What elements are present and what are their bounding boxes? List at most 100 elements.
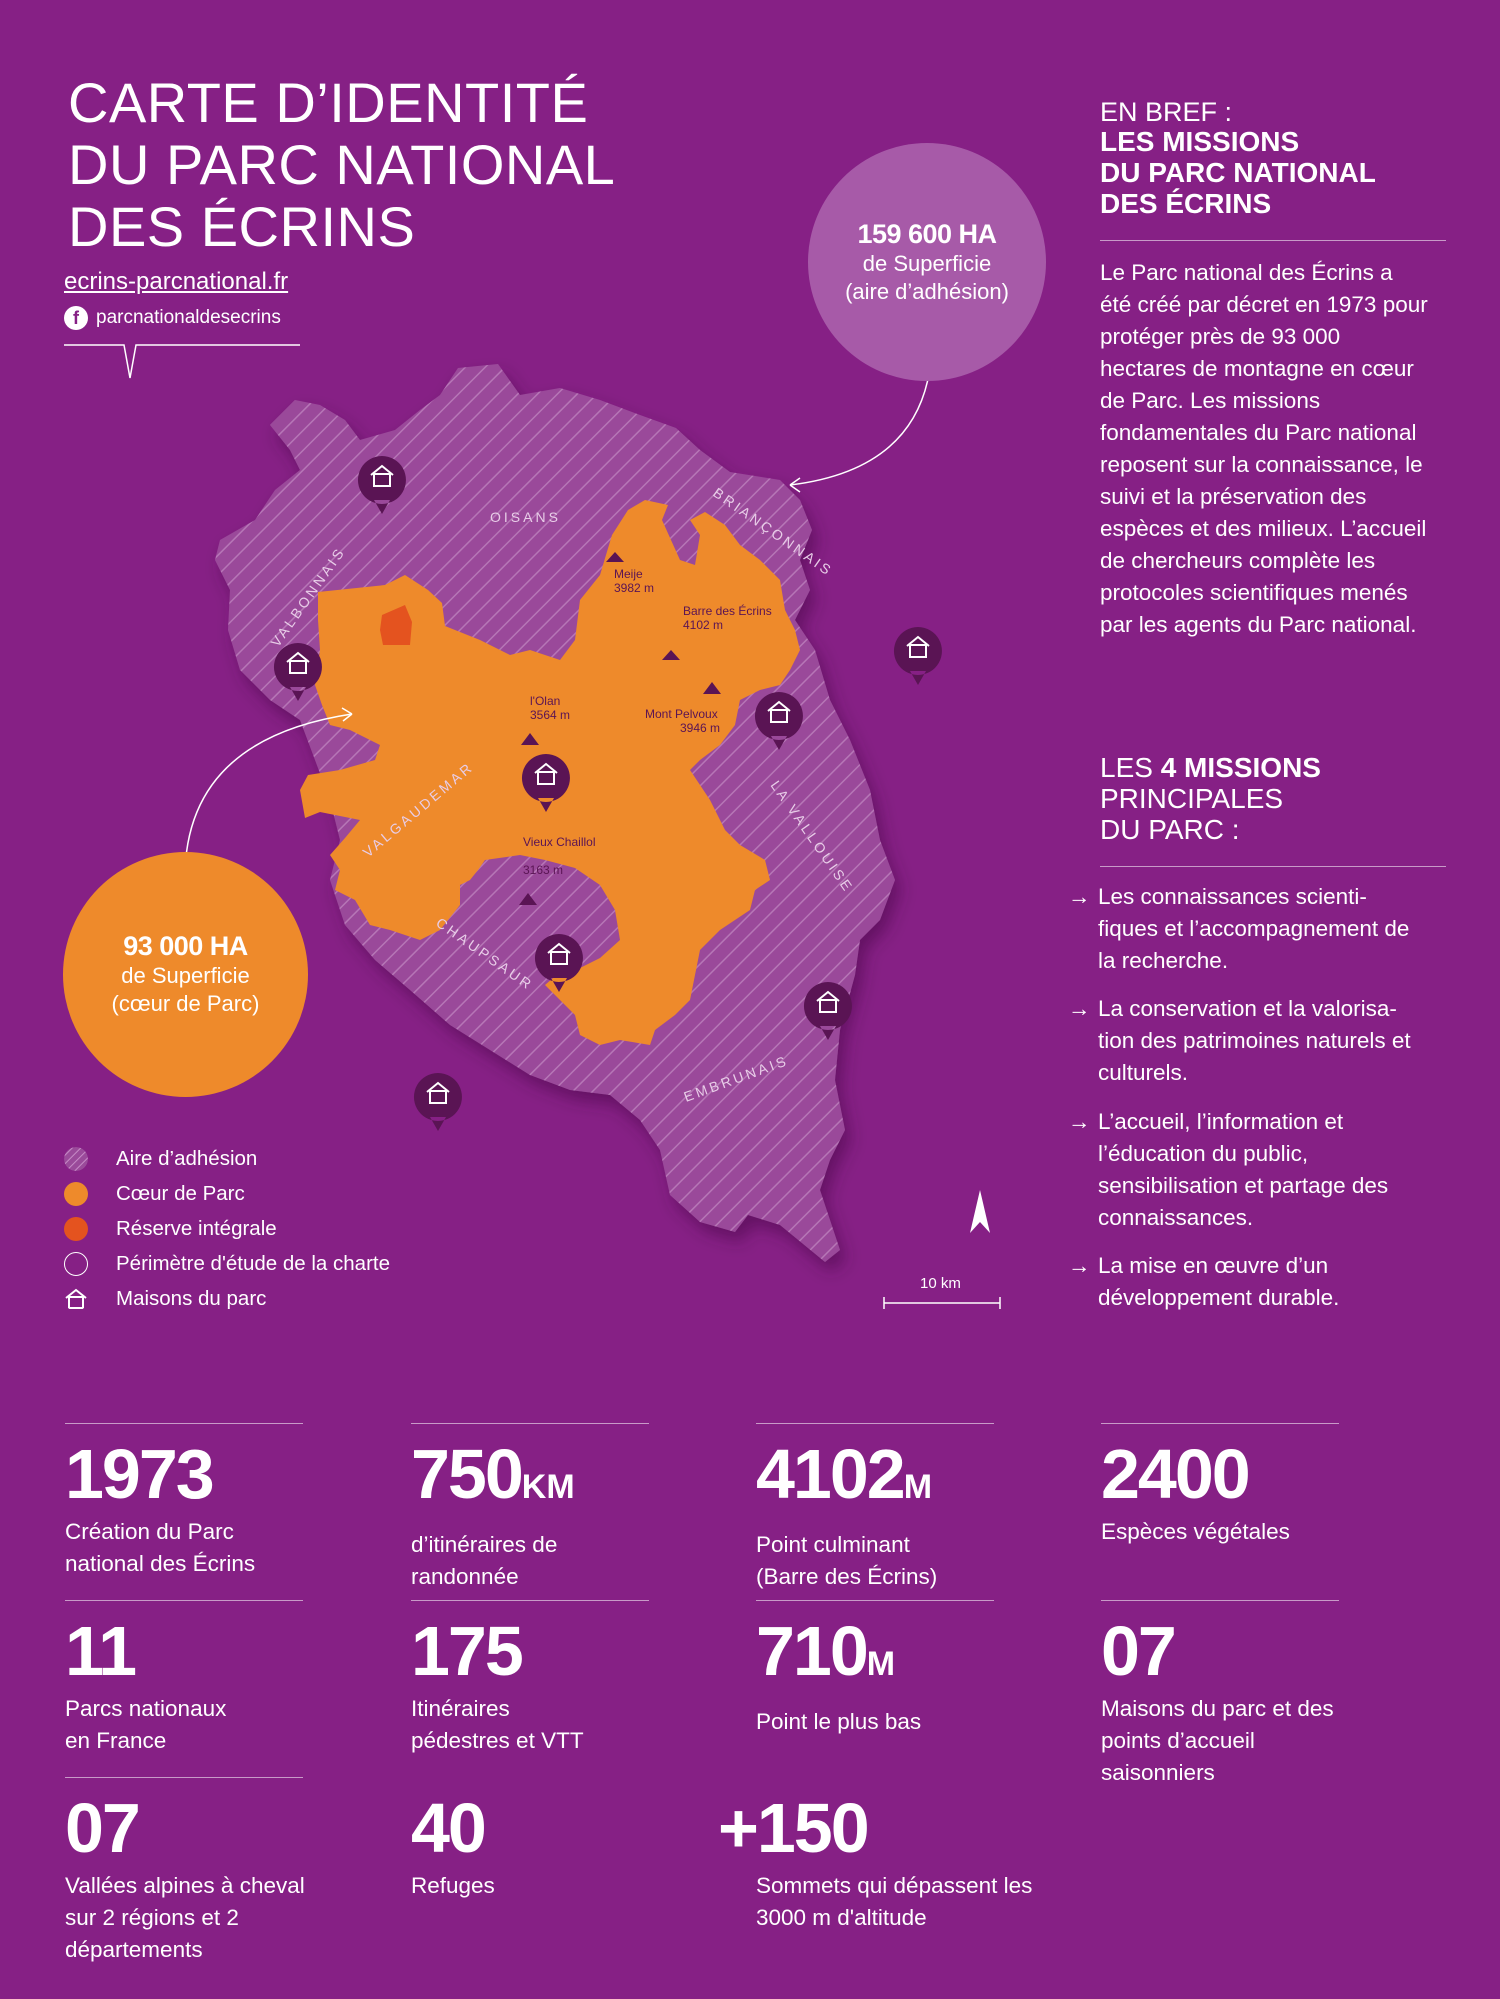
house-pin-icon (273, 643, 322, 701)
legend-adhesion: Aire d’adhésion (64, 1147, 257, 1171)
house-pin-icon (534, 934, 583, 992)
stat-number: 750 (411, 1435, 524, 1513)
mission-item: → La conservation et la valorisa-tion de… (1068, 993, 1426, 1089)
missions-heading: LES 4 MISSIONS PRINCIPALES DU PARC : (1100, 752, 1448, 845)
peak-meije-name: Meije (614, 567, 643, 581)
legend-perimetre: Périmètre d'étude de la charte (64, 1252, 390, 1276)
peak-olan-name: l'Olan (530, 694, 560, 708)
north-arrow-icon (970, 1190, 990, 1233)
website-link[interactable]: ecrins-parcnational.fr (64, 268, 289, 295)
stat-pedestres: 175 Itinéraires pédestres et VTT (411, 1600, 651, 1757)
hatch-swatch-icon (64, 1147, 88, 1171)
coeur-line2: (cœur de Parc) (111, 991, 260, 1016)
legend-label: Réserve intégrale (116, 1217, 277, 1240)
stat-number: 175 (411, 1612, 524, 1690)
stat-label: d’itinéraires de randonnée (411, 1532, 558, 1589)
legend-reserve: Réserve intégrale (64, 1217, 277, 1241)
stat-label: Parcs nationaux en France (65, 1696, 227, 1753)
adhesion-bubble: 159 600 HA de Superficie (aire d’adhésio… (808, 143, 1046, 381)
coeur-line1: de Superficie (121, 963, 250, 988)
arrow-right-icon: → (1068, 996, 1091, 1021)
peak-pelvoux-alt: 3946 m (680, 721, 720, 735)
mission-item: → L’accueil, l’information et l’éducatio… (1068, 1106, 1400, 1234)
peak-chaillol-marker (519, 893, 537, 905)
stat-label: Espèces végétales (1101, 1519, 1290, 1544)
stat-creation: 1973 Création du Parc national des Écrin… (65, 1423, 305, 1580)
speech-tail-icon (64, 344, 300, 379)
facebook-link[interactable]: f parcnationaldesecrins (64, 306, 281, 330)
stat-number: 07 (1101, 1612, 1177, 1690)
stat-unit: KM (521, 1468, 575, 1506)
stat-maisons: 07 Maisons du parc et des points d’accue… (1101, 1600, 1341, 1789)
title-line-2: DU PARC NATIONAL (68, 133, 616, 196)
peak-barre-marker (662, 650, 680, 660)
stat-unit: M (903, 1468, 933, 1506)
mission-text: L’accueil, l’information et l’éducation … (1098, 1109, 1389, 1230)
house-pin-icon (413, 1073, 462, 1131)
stat-number: +150 (718, 1789, 870, 1867)
stat-culminant: 4102M Point culminant (Barre des Écrins) (756, 1423, 996, 1593)
brief-label: EN BREF : (1100, 97, 1233, 127)
divider (1100, 866, 1446, 867)
peak-barre-alt: 4102 m (683, 618, 723, 632)
adhesion-line1: de Superficie (862, 250, 992, 276)
brief-title-line: DES ÉCRINS (1100, 188, 1272, 219)
stat-refuges: 40 Refuges (411, 1792, 651, 1902)
heading-line-3: DU PARC : (1100, 814, 1240, 845)
heading-bold: 4 MISSIONS (1160, 752, 1321, 783)
region-oisans: OISANS (490, 509, 561, 525)
peak-olan-marker (521, 733, 539, 745)
legend-label: Cœur de Parc (116, 1182, 245, 1205)
stat-label: Maisons du parc et des points d’accueil … (1101, 1696, 1334, 1785)
peak-meije-alt: 3982 m (614, 581, 654, 595)
title-line-1: CARTE D’IDENTITÉ (68, 71, 589, 134)
stat-label: Création du Parc national des Écrins (65, 1519, 256, 1576)
connector-coeur (184, 713, 353, 888)
connector-arrow-icon (341, 707, 353, 722)
heading-pre: LES (1100, 752, 1161, 783)
arrow-right-icon: → (1068, 884, 1091, 909)
coeur-bubble: 93 000 HA de Superficie (cœur de Parc) (63, 852, 308, 1097)
intro-text: Le Parc national des Écrins a été créé p… (1100, 260, 1428, 637)
peak-olan-alt: 3564 m (530, 708, 570, 722)
mission-text: La conservation et la valorisa-tion des … (1098, 996, 1411, 1085)
stat-number: 4102 (756, 1435, 906, 1513)
house-pin-icon (754, 692, 803, 750)
house-pin-icon (521, 754, 570, 812)
scale-bar (883, 1297, 1001, 1309)
scale-label: 10 km (920, 1275, 961, 1292)
legend-label: Périmètre d'étude de la charte (116, 1252, 390, 1275)
outline-swatch-icon (64, 1252, 88, 1276)
park-map: OISANS BRIANÇONNAIS VALBONNAIS VALGAUDEM… (184, 364, 1001, 1309)
peak-chaillol-name: Vieux Chaillol (523, 835, 596, 849)
brief-title-line: LES MISSIONS (1100, 126, 1300, 157)
stat-label: Refuges (411, 1873, 495, 1898)
stat-number: 07 (65, 1789, 141, 1867)
mission-text: Les connaissances scienti-fiques et l’ac… (1098, 884, 1410, 973)
stat-parcs: 11 Parcs nationaux en France (65, 1600, 305, 1757)
legend-maisons: Maisons du parc (64, 1287, 266, 1311)
house-pin-icon (803, 982, 852, 1040)
stat-sommets: +150 Sommets qui dépassent les 3000 m d'… (718, 1792, 1038, 1934)
house-pin-icon (357, 456, 406, 514)
peak-meije-marker (606, 552, 624, 562)
page-title: CARTE D’IDENTITÉ DU PARC NATIONAL DES ÉC… (68, 72, 615, 258)
stat-vallees: 07 Vallées alpines à cheval sur 2 région… (65, 1777, 305, 1966)
connector-arrow-icon (789, 477, 801, 493)
reserve-integrale-area (380, 605, 412, 645)
legend-coeur: Cœur de Parc (64, 1182, 245, 1206)
legend-label: Aire d’adhésion (116, 1147, 258, 1170)
stat-number: 1973 (65, 1435, 215, 1513)
mission-item: → La mise en œuvre d’un développement du… (1068, 1250, 1400, 1314)
house-pin-icon (893, 627, 942, 685)
orange-swatch-icon (64, 1182, 88, 1206)
stat-number: 11 (65, 1612, 137, 1690)
heading-line-2: PRINCIPALES (1100, 783, 1284, 814)
title-line-3: DES ÉCRINS (68, 195, 416, 258)
connector-adhesion (789, 367, 931, 486)
stat-label: Vallées alpines à cheval sur 2 régions e… (65, 1873, 305, 1962)
stat-itineraires: 750KM d’itinéraires de randonnée (411, 1423, 651, 1593)
stat-number: 710 (756, 1612, 869, 1690)
legend-label: Maisons du parc (116, 1287, 267, 1310)
adhesion-line2: (aire d’adhésion) (845, 278, 1009, 304)
